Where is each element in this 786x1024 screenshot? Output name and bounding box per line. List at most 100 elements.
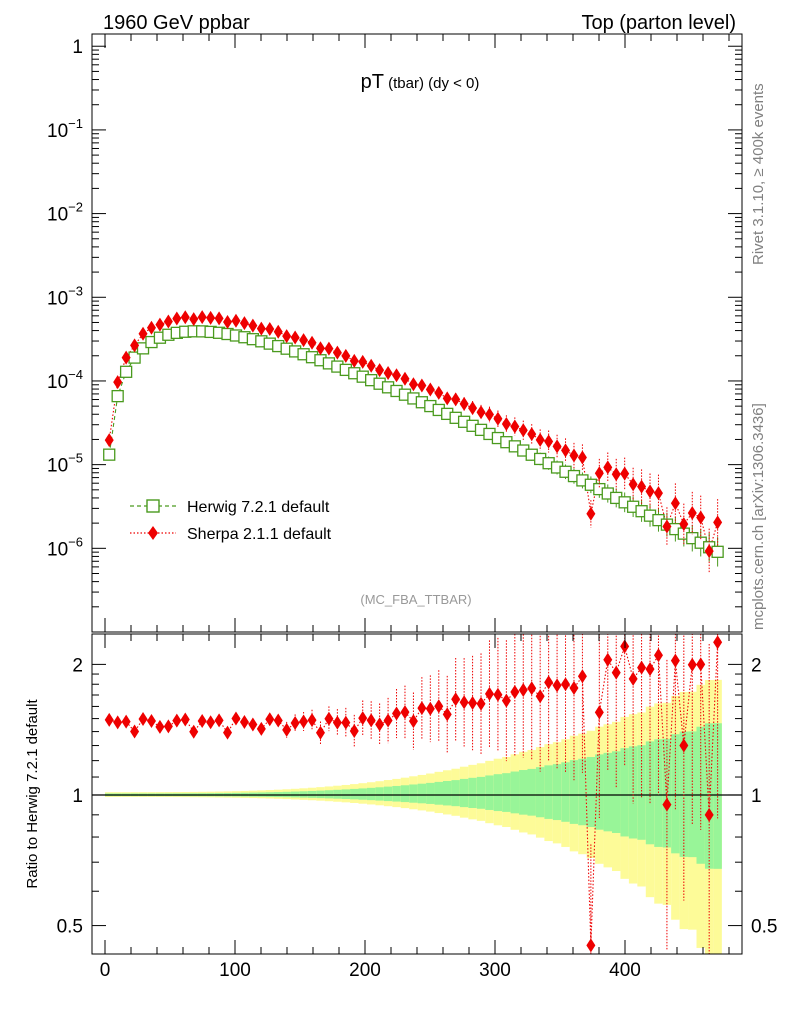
sherpa-point	[299, 333, 309, 348]
sherpa-point	[256, 321, 266, 336]
sherpa-point	[146, 320, 156, 335]
herwig-point	[711, 545, 724, 558]
ratio-point	[518, 683, 528, 698]
ratio-point	[569, 681, 579, 696]
y-tick-label: 10−5	[47, 451, 83, 477]
sherpa-point	[324, 341, 334, 356]
ratio-point	[417, 701, 427, 716]
x-tick-label: 400	[609, 960, 641, 981]
ratio-band-inner	[426, 782, 435, 804]
sherpa-point	[476, 405, 486, 420]
ratio-band-inner	[552, 764, 562, 821]
sherpa-point	[628, 477, 638, 492]
ratio-point	[121, 714, 131, 729]
ratio-band-inner	[654, 739, 663, 847]
ratio-band-inner	[417, 783, 427, 804]
ratio-point	[552, 678, 562, 693]
ratio-point	[299, 714, 309, 729]
ratio-y-label: 1	[72, 786, 83, 807]
sherpa-point	[265, 322, 275, 337]
sherpa-point	[687, 506, 697, 521]
ratio-point	[375, 717, 385, 732]
sherpa-point	[189, 312, 199, 327]
sherpa-point	[696, 510, 706, 525]
sherpa-point	[408, 377, 418, 392]
sherpa-point	[332, 345, 342, 360]
ratio-band-inner	[527, 768, 536, 816]
sherpa-point	[704, 544, 714, 559]
sherpa-point	[637, 479, 647, 494]
ratio-y-label-right: 1	[751, 786, 762, 807]
sherpa-point	[417, 378, 427, 393]
sherpa-point	[561, 443, 571, 458]
sherpa-point	[594, 466, 604, 481]
ratio-band-inner	[586, 757, 596, 828]
ratio-point	[628, 671, 638, 686]
sherpa-point	[155, 317, 165, 332]
ratio-band-inner	[383, 786, 393, 802]
mcplots-label: mcplots.cern.ch [arXiv:1306.3436]	[750, 403, 767, 630]
legend: Herwig 7.2.1 default Sherpa 2.1.1 defaul…	[130, 499, 332, 543]
sherpa-point	[569, 448, 579, 463]
ratio-point	[130, 724, 140, 739]
sherpa-point	[248, 318, 258, 333]
sherpa-point	[442, 391, 452, 406]
sherpa-point	[400, 371, 410, 386]
ratio-point	[231, 711, 241, 726]
ratio-band-inner	[409, 784, 418, 803]
ratio-point	[315, 725, 325, 740]
sherpa-point	[535, 432, 545, 447]
sherpa-point	[273, 324, 283, 339]
ratio-point	[687, 657, 697, 672]
sherpa-point	[577, 450, 587, 465]
sherpa-point	[197, 310, 207, 325]
ratio-point	[392, 706, 402, 721]
sherpa-point	[239, 316, 249, 331]
ratio-band-inner	[679, 731, 689, 857]
ratio-point	[603, 652, 613, 667]
x-tick-label: 0	[100, 960, 111, 981]
ratio-band-inner	[375, 787, 384, 801]
sherpa-point	[493, 411, 503, 426]
ratio-band-inner	[535, 767, 545, 818]
ratio-point	[358, 711, 368, 726]
ratio-point	[645, 662, 655, 677]
sherpa-point	[358, 354, 368, 369]
sherpa-point	[341, 348, 351, 363]
sherpa-point	[180, 310, 190, 325]
ratio-point	[206, 715, 216, 730]
sherpa-point	[679, 517, 689, 532]
y-tick-label: 10−6	[47, 534, 83, 560]
legend-sherpa-label: Sherpa 2.1.1 default	[187, 526, 332, 543]
x-tick-label: 200	[349, 960, 381, 981]
analysis-label: (MC_FBA_TTBAR)	[360, 592, 471, 607]
ratio-point	[189, 724, 199, 739]
ratio-point	[451, 692, 461, 707]
ratio-point	[704, 807, 714, 822]
ratio-band-inner	[595, 754, 604, 830]
sherpa-point	[662, 519, 672, 534]
ratio-point	[214, 713, 224, 728]
sherpa-point	[425, 382, 435, 397]
ratio-point	[561, 677, 571, 692]
sherpa-point	[290, 330, 300, 345]
sherpa-point	[223, 314, 233, 329]
ratio-band-inner	[620, 748, 629, 837]
ratio-point	[459, 695, 469, 710]
ratio-point	[273, 713, 283, 728]
sherpa-point	[620, 466, 630, 481]
sherpa-point	[518, 423, 528, 438]
sherpa-point	[392, 368, 402, 383]
ratio-point	[307, 713, 317, 728]
ratio-point	[442, 707, 452, 722]
sherpa-point	[172, 311, 182, 326]
ratio-band-inner	[519, 770, 528, 815]
sherpa-point	[282, 329, 292, 344]
ratio-point	[527, 681, 537, 696]
ratio-point	[349, 723, 359, 738]
ratio-band-inner	[350, 788, 359, 800]
y-tick-label: 10−1	[47, 116, 83, 142]
ratio-point	[163, 719, 173, 734]
herwig-line	[108, 330, 718, 553]
